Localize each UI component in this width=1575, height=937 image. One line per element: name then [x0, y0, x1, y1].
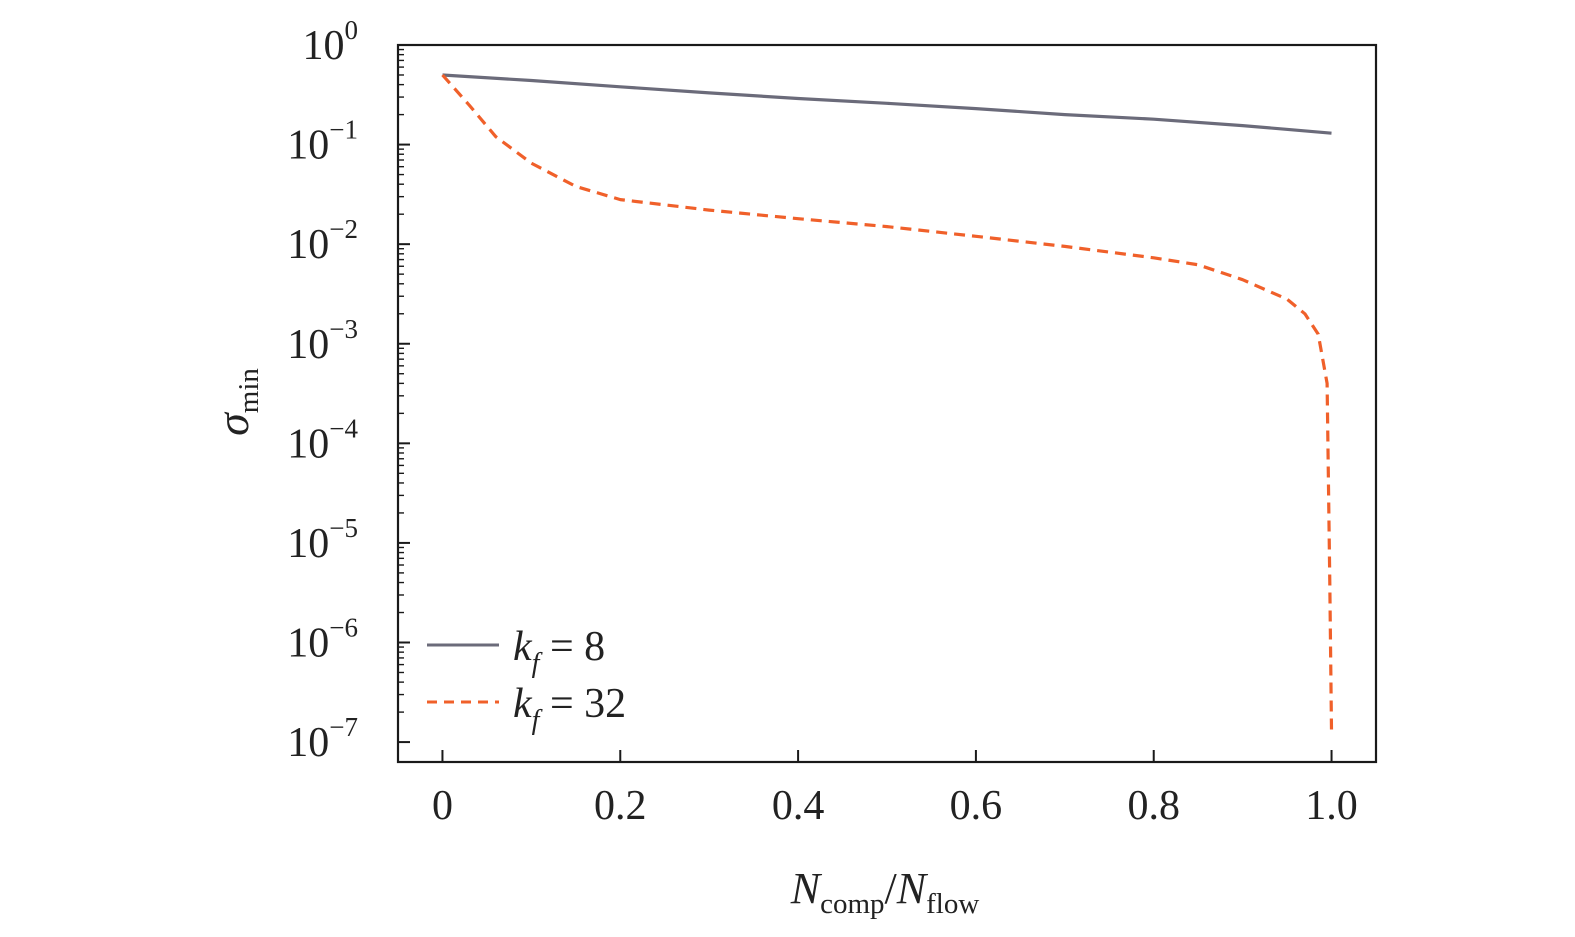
y-tick-label: 10−2 — [287, 214, 358, 268]
y-axis-title: σmin — [207, 368, 265, 436]
legend: kf = 8 kf = 32 — [427, 624, 626, 736]
y-tick-label: 10−1 — [287, 115, 358, 169]
x-tick-label: 0.6 — [950, 783, 1003, 829]
y-tick-label: 100 — [303, 15, 359, 69]
series-lines — [441, 73, 1334, 731]
y-tick-label: 10−4 — [287, 413, 358, 467]
x-tick-label: 0.8 — [1127, 783, 1180, 829]
y-tick-label: 10−7 — [287, 712, 358, 766]
axis-ticks: 0 0.2 0.4 0.6 0.8 1.0 100 10−1 10−2 10−3 10−4 10−5 1… — [287, 15, 1358, 829]
legend-label-kf8: kf = 8 — [513, 624, 605, 679]
x-axis-title: Ncomp/Nflow — [790, 864, 980, 920]
x-tick-label: 0 — [432, 783, 453, 829]
y-tick-label: 10−3 — [287, 314, 358, 368]
y-tick-label: 10−5 — [287, 513, 358, 567]
y-tick-label: 10−6 — [287, 613, 358, 667]
x-tick-label: 1.0 — [1305, 783, 1358, 829]
plot-frame — [396, 43, 1378, 764]
series-line-kf8 — [442, 73, 1332, 135]
x-tick-label: 0.4 — [772, 783, 825, 829]
legend-label-kf32: kf = 32 — [513, 681, 626, 736]
x-tick-label: 0.2 — [594, 783, 647, 829]
series-line-kf32 — [441, 73, 1334, 731]
